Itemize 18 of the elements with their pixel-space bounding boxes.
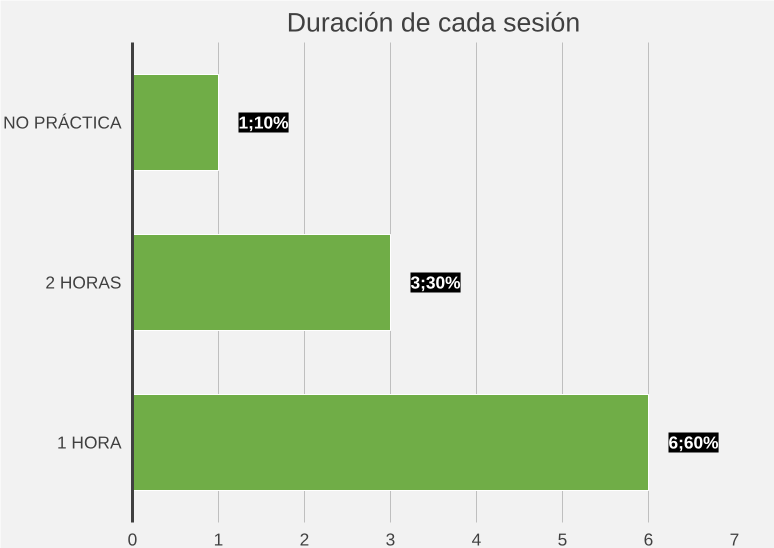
- x-tick-label: 5: [558, 530, 568, 548]
- data-label: 1;10%: [238, 112, 289, 132]
- bar: [132, 74, 219, 171]
- y-tick-label: NO PRÁCTICA: [3, 112, 122, 132]
- x-tick-label: 0: [128, 530, 138, 548]
- y-tick-label: 1 HORA: [56, 432, 122, 452]
- x-tick-label: 2: [300, 530, 310, 548]
- bar: [132, 394, 649, 491]
- x-tick-label: 1: [214, 530, 224, 548]
- data-label: 3;30%: [410, 272, 461, 292]
- x-tick-label: 7: [730, 530, 740, 548]
- bar: [132, 234, 391, 331]
- x-tick-label: 3: [386, 530, 396, 548]
- y-tick-label: 2 HORAS: [45, 272, 122, 292]
- chart-title: Duración de cada sesión: [286, 8, 580, 38]
- data-label: 6;60%: [668, 432, 719, 452]
- x-tick-label: 6: [644, 530, 654, 548]
- x-tick-label: 4: [472, 530, 482, 548]
